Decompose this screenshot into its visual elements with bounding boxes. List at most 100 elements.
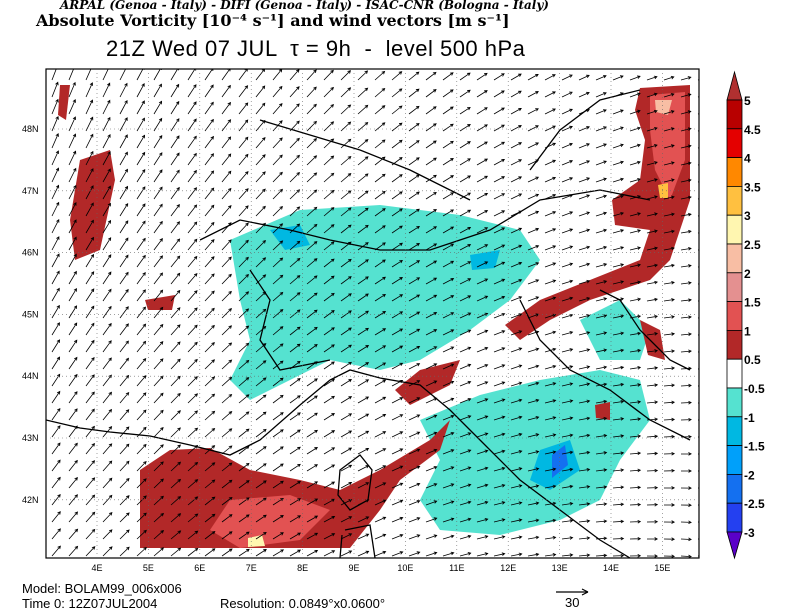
wind-vector	[578, 348, 591, 353]
colorbar-swatch	[726, 272, 743, 302]
wind-vector	[663, 246, 675, 251]
wind-vector	[357, 121, 369, 132]
wind-vector	[442, 551, 455, 557]
vorticity-positive-area	[248, 535, 265, 547]
wind-vector	[340, 499, 353, 506]
wind-vector	[306, 206, 318, 217]
wind-vector	[561, 108, 573, 115]
wind-vector	[391, 380, 404, 387]
wind-vector	[306, 155, 318, 166]
wind-vector	[595, 434, 608, 438]
wind-vector	[51, 545, 61, 557]
wind-vector	[119, 99, 128, 115]
wind-vector	[204, 341, 215, 353]
wind-vector	[272, 429, 284, 438]
wind-vector	[578, 485, 591, 489]
wind-vector	[595, 502, 608, 506]
wind-vector	[68, 253, 77, 268]
wind-vector	[153, 220, 163, 234]
wind-vector	[527, 159, 540, 166]
wind-vector	[374, 139, 386, 149]
wind-vector	[289, 292, 301, 302]
wind-vector	[136, 478, 147, 489]
wind-vector	[493, 501, 506, 506]
wind-vector	[289, 549, 302, 557]
wind-vector	[680, 298, 692, 302]
wind-vector	[442, 295, 455, 302]
wind-vector	[595, 416, 608, 421]
vorticity-negative-area	[270, 225, 310, 250]
wind-vector	[391, 345, 404, 353]
wind-vector	[187, 376, 198, 387]
wind-vector	[646, 297, 659, 302]
wind-vector	[323, 327, 335, 336]
wind-vector	[221, 222, 232, 234]
wind-vector	[170, 238, 181, 251]
wind-vector	[187, 84, 197, 98]
wind-vector	[493, 107, 505, 115]
wind-vector	[646, 520, 659, 524]
wind-vector	[85, 477, 96, 489]
wind-vector	[595, 399, 608, 404]
wind-vector	[153, 375, 164, 387]
wind-vector	[255, 171, 266, 183]
wind-vector	[629, 178, 641, 183]
longitude-label: 9E	[348, 563, 359, 573]
wind-vector	[578, 331, 591, 336]
wind-vector	[544, 245, 557, 251]
wind-vector	[612, 400, 625, 404]
wind-vector	[238, 239, 249, 251]
wind-vector	[544, 142, 557, 149]
wind-vector	[612, 297, 625, 302]
wind-vector	[442, 226, 455, 234]
wind-vector	[595, 143, 607, 149]
longitude-label: 12E	[500, 563, 516, 573]
wind-vector	[493, 210, 506, 217]
wind-vector	[459, 432, 472, 438]
wind-vector	[646, 468, 659, 473]
wind-vector	[255, 119, 266, 132]
wind-vector	[476, 466, 489, 472]
wind-vector	[255, 308, 267, 319]
wind-vector	[527, 467, 540, 472]
wind-vector	[153, 512, 165, 523]
wind-vector	[170, 375, 181, 387]
wind-vector	[425, 466, 438, 472]
wind-vector	[681, 469, 692, 473]
wind-vector	[187, 221, 198, 234]
wind-vector	[425, 88, 437, 98]
wind-vector	[255, 325, 267, 336]
wind-vector	[476, 210, 489, 217]
wind-vector	[255, 102, 266, 115]
wind-vector	[306, 69, 317, 81]
wind-vector	[323, 69, 334, 81]
wind-vector	[204, 273, 215, 285]
wind-vector	[187, 341, 198, 353]
wind-vector	[153, 100, 163, 115]
colorbar-label: 3	[744, 209, 751, 223]
wind-vector	[510, 415, 523, 421]
wind-vector	[357, 448, 370, 455]
colorbar-label: 2.5	[744, 238, 761, 252]
wind-vector	[289, 309, 301, 319]
wind-vector	[255, 497, 267, 506]
wind-vector	[306, 86, 317, 98]
wind-vector	[374, 208, 386, 217]
wind-vector	[153, 186, 163, 200]
wind-vector	[663, 315, 675, 319]
wind-vector	[204, 256, 215, 268]
latitude-label: 44N	[22, 371, 39, 381]
wind-vector	[102, 408, 113, 421]
wind-vector	[374, 516, 387, 523]
wind-vector	[391, 482, 404, 489]
wind-vector	[663, 469, 676, 473]
wind-vector	[204, 204, 215, 217]
wind-vector	[408, 88, 420, 98]
wind-vector	[391, 534, 404, 540]
wind-vector	[323, 103, 334, 115]
wind-vector	[561, 125, 573, 132]
wind-vector	[595, 519, 608, 524]
wind-vector	[85, 116, 94, 132]
wind-vector	[680, 486, 692, 490]
